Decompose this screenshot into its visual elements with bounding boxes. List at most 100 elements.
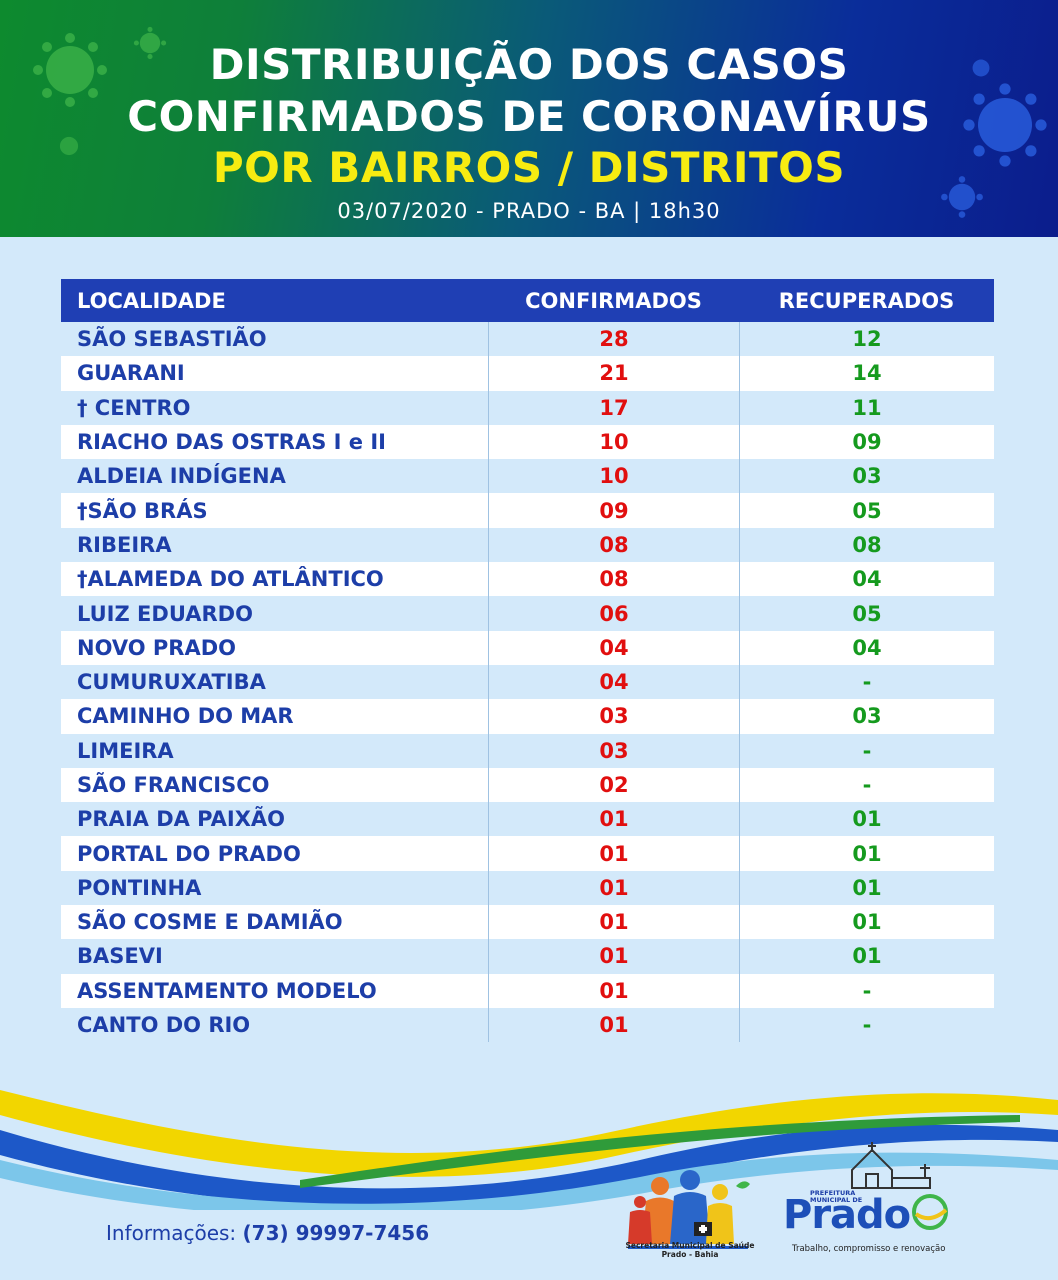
virus-icon — [963, 83, 1047, 167]
cell-confirmados: 02 — [488, 767, 739, 803]
virus-icon — [33, 33, 107, 107]
cell-recuperados: 08 — [739, 527, 994, 563]
cell-localidade: CAMINHO DO MAR — [77, 704, 294, 729]
cell-confirmados: 28 — [488, 322, 739, 357]
cell-recuperados: 05 — [739, 596, 994, 631]
table-row: † CENTRO 17 11 — [61, 390, 994, 425]
table-row: SÃO SEBASTIÃO 28 12 — [61, 322, 994, 357]
cell-localidade: †SÃO BRÁS — [77, 498, 208, 523]
cell-confirmados: 01 — [488, 836, 739, 871]
header-banner: DISTRIBUIÇÃO DOS CASOS CONFIRMADOS DE CO… — [0, 0, 1058, 237]
saude-caption-line-1: Secretaria Municipal de Saúde — [625, 1241, 755, 1250]
table-row: CAMINHO DO MAR 03 03 — [61, 699, 994, 734]
date-location-subtitle: 03/07/2020 - PRADO - BA | 18h30 — [337, 199, 721, 223]
table-row: NOVO PRADO 04 04 — [61, 630, 994, 665]
prado-slogan: Trabalho, compromisso e renovação — [792, 1244, 946, 1254]
cell-confirmados: 01 — [488, 870, 739, 906]
cell-recuperados: 11 — [739, 390, 994, 425]
table-row: ASSENTAMENTO MODELO 01- — [61, 973, 994, 1008]
virus-icon — [941, 176, 983, 218]
cell-confirmados: 17 — [488, 390, 739, 425]
cell-recuperados: 05 — [739, 493, 994, 528]
cell-recuperados: 01 — [739, 802, 994, 837]
virus-icon — [972, 59, 990, 77]
cell-confirmados: 01 — [488, 973, 739, 1008]
cell-localidade: PONTINHA — [77, 875, 202, 900]
info-label: Informações: — [106, 1221, 237, 1245]
cell-recuperados: 01 — [739, 905, 994, 940]
saude-caption-line-2: Prado - Bahia — [661, 1250, 719, 1259]
cell-confirmados: 01 — [488, 802, 739, 837]
table-row: ALDEIA INDÍGENA 10 03 — [61, 459, 994, 494]
cell-recuperados: - — [739, 1007, 994, 1043]
cell-localidade: NOVO PRADO — [77, 635, 237, 660]
cell-localidade: ALDEIA INDÍGENA — [77, 464, 286, 489]
cell-localidade: † CENTRO — [77, 395, 191, 420]
table-row: CUMURUXATIBA 04- — [61, 664, 994, 700]
cell-recuperados: 09 — [739, 424, 994, 460]
phone-number: (73) 99997-7456 — [242, 1221, 430, 1245]
cell-localidade: BASEVI — [77, 944, 163, 969]
cell-localidade: †ALAMEDA DO ATLÂNTICO — [77, 567, 384, 592]
table-row: PONTINHA 01 01 — [61, 870, 994, 906]
table-row: PRAIA DA PAIXÃO 01 01 — [61, 802, 994, 837]
cell-localidade: ASSENTAMENTO MODELO — [77, 978, 377, 1003]
cell-localidade: SÃO COSME E DAMIÃO — [77, 910, 343, 935]
table-row: BASEVI 01 01 — [61, 939, 994, 974]
cell-confirmados: 03 — [488, 699, 739, 734]
table-row: †SÃO BRÁS 09 05 — [61, 493, 994, 528]
prado-pref-line-2: MUNICIPAL DE — [810, 1196, 863, 1204]
cell-confirmados: 03 — [488, 733, 739, 768]
cell-recuperados: 04 — [739, 562, 994, 597]
prado-church-icon — [851, 1142, 948, 1230]
cell-localidade: LUIZ EDUARDO — [77, 601, 253, 626]
table-header: LOCALIDADE CONFIRMADOS RECUPERADOS — [61, 279, 994, 322]
cell-recuperados: 04 — [739, 630, 994, 665]
cell-localidade: RIACHO DAS OSTRAS I e II — [77, 430, 386, 455]
title-line-3: POR BAIRROS / DISTRITOS — [212, 143, 846, 192]
cell-localidade: SÃO FRANCISCO — [77, 773, 270, 797]
cell-confirmados: 01 — [488, 939, 739, 974]
cell-confirmados: 08 — [488, 562, 739, 597]
cell-recuperados: 12 — [739, 322, 994, 357]
cell-recuperados: - — [739, 767, 994, 803]
cell-confirmados: 04 — [488, 630, 739, 665]
cell-confirmados: 21 — [488, 356, 739, 391]
table-row: RIBEIRA 08 08 — [61, 527, 994, 563]
header-localidade: LOCALIDADE — [77, 288, 226, 313]
table-row: LIMEIRA 03- — [61, 733, 994, 768]
cell-localidade: PORTAL DO PRADO — [77, 841, 301, 866]
table-row: RIACHO DAS OSTRAS I e II 10 09 — [61, 424, 994, 460]
cell-recuperados: 01 — [739, 870, 994, 906]
virus-icon — [59, 136, 79, 156]
prado-prefeitura-label: PREFEITURA MUNICIPAL DE — [810, 1190, 862, 1204]
cell-localidade: GUARANI — [77, 361, 185, 386]
cell-recuperados: - — [739, 973, 994, 1008]
header-confirmados: CONFIRMADOS — [525, 288, 702, 313]
decorative-waves — [0, 1090, 1058, 1210]
cell-confirmados: 10 — [488, 424, 739, 460]
cell-confirmados: 06 — [488, 596, 739, 631]
health-secretariat-logo — [628, 1170, 750, 1249]
table-row: CANTO DO RIO 01- — [61, 1007, 994, 1043]
cases-table: LOCALIDADE CONFIRMADOS RECUPERADOS SÃO S… — [61, 279, 994, 1043]
cell-confirmados: 09 — [488, 493, 739, 528]
cell-localidade: LIMEIRA — [77, 738, 174, 763]
table-row: LUIZ EDUARDO 06 05 — [61, 596, 994, 631]
title-line-2: CONFIRMADOS DE CORONAVÍRUS — [127, 92, 931, 141]
cell-recuperados: - — [739, 733, 994, 768]
table-row: SÃO FRANCISCO 02- — [61, 767, 994, 803]
virus-icon — [133, 26, 167, 60]
table-row: SÃO COSME E DAMIÃO 01 01 — [61, 905, 994, 940]
title-line-1: DISTRIBUIÇÃO DOS CASOS — [209, 40, 849, 89]
contact-info: Informações: (73) 99997-7456 — [106, 1221, 429, 1245]
cell-confirmados: 01 — [488, 905, 739, 940]
table-row: PORTAL DO PRADO 01 01 — [61, 836, 994, 871]
cell-localidade: PRAIA DA PAIXÃO — [77, 807, 286, 832]
cell-recuperados: - — [739, 664, 994, 700]
table-row: GUARANI 21 14 — [61, 356, 994, 391]
cell-localidade: CANTO DO RIO — [77, 1013, 251, 1038]
cell-recuperados: 01 — [739, 836, 994, 871]
prado-logo-text: Prado — [783, 1192, 911, 1238]
cell-recuperados: 14 — [739, 356, 994, 391]
